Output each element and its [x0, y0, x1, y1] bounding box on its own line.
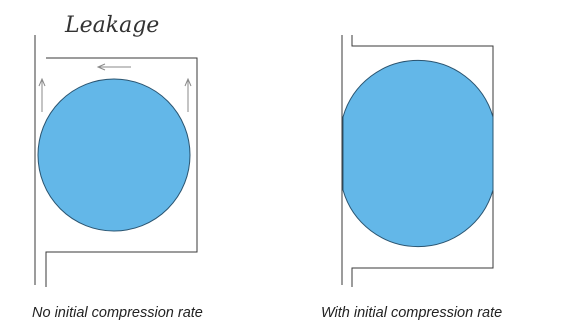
caption-with-initial-compression: With initial compression rate: [321, 305, 503, 321]
right-seal-compressed: [342, 59, 494, 248]
right-panel: [341, 35, 494, 287]
left-seal-circle: [37, 78, 191, 232]
leakage-arrow-left: [38, 77, 46, 112]
leakage-arrow-right: [184, 77, 192, 112]
left-groove-outline: [34, 35, 198, 287]
leakage-arrow-top: [96, 63, 131, 71]
caption-no-initial-compression: No initial compression rate: [32, 305, 203, 321]
leakage-label: Leakage: [64, 13, 159, 38]
left-panel: Leakage: [34, 13, 198, 287]
